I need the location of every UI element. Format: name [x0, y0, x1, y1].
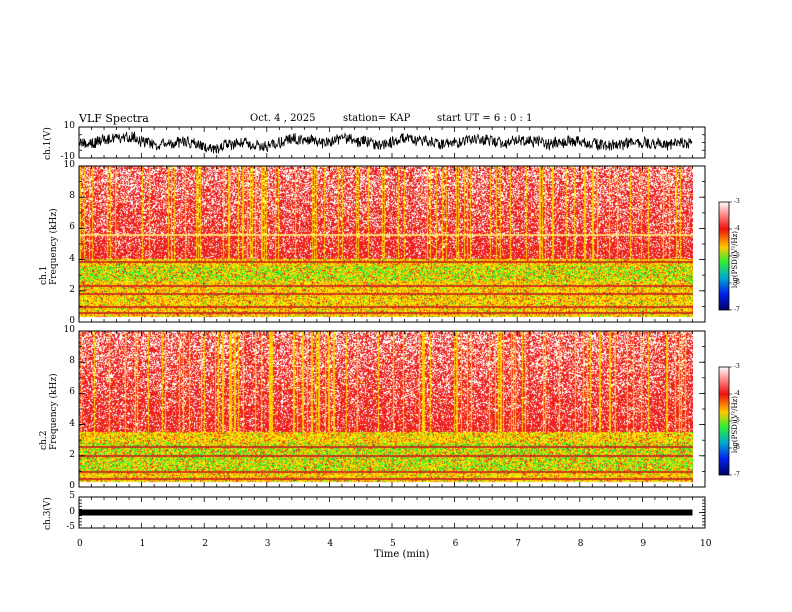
colorbar-tick-label: -4: [734, 225, 740, 232]
colorbar-tick-label: -7: [734, 471, 740, 478]
ch3-ytick-label: -5: [66, 522, 75, 532]
colorbar-tick-label: -6: [734, 444, 740, 451]
s1-frame: [78, 165, 706, 323]
x-axis-title: Time (min): [374, 549, 430, 560]
x-tick-label-10: 10: [700, 539, 712, 549]
ch2-spec-ylabel: ch.2 Frequency (kHz): [39, 373, 59, 450]
colorbar-tick-label: -5: [734, 252, 740, 259]
x-tick-label-6: 6: [452, 539, 459, 549]
x-tick-label-8: 8: [577, 539, 584, 549]
ch1-spec-ylabel-ch: ch.1 Frequency (kHz): [39, 208, 60, 285]
ch1-spectrogram: [79, 166, 693, 321]
recording-date: Oct. 4 , 2025: [250, 113, 316, 124]
ch2-spec-ylabel-ch: ch.2 Frequency (kHz): [39, 373, 60, 450]
s2-ytick-label: 10: [63, 325, 75, 335]
ch3-ytick-label: 5: [69, 491, 75, 501]
ch2-colorbar-frame: [718, 366, 730, 476]
s1-ytick-label: 6: [69, 222, 75, 233]
x-tick-label-1: 1: [139, 539, 146, 549]
x-tick-label-7: 7: [515, 539, 521, 549]
ch1-ytick-label: -10: [60, 152, 76, 162]
s2-ytick-label: 8: [69, 356, 75, 367]
ch1-ylabel: ch.1(V): [43, 127, 53, 160]
ch3-ytick-label: 0: [69, 506, 75, 517]
colorbar-tick-label: -3: [734, 363, 740, 370]
ch2-colorbar: [719, 367, 729, 475]
colorbar-tick-label: -5: [734, 417, 740, 424]
colorbar-tick-label: -4: [734, 390, 740, 397]
s1-ytick-label: 4: [69, 253, 75, 264]
colorbar-tick-label: -6: [734, 279, 740, 286]
ch1-colorbar-frame: [718, 201, 730, 311]
s2-ytick-label: 4: [69, 418, 75, 429]
ch3-waveform-trace: [79, 509, 693, 516]
ch1-spec-ylabel: ch.1 Frequency (kHz): [39, 208, 59, 285]
ch3-ylabel: ch.3(V): [43, 497, 53, 530]
colorbar-tick-label: -3: [734, 198, 740, 205]
s1-ytick-label: 2: [69, 284, 75, 295]
colorbar-tick-label: -7: [734, 306, 740, 313]
x-tick-label-5: 5: [390, 539, 396, 549]
x-tick-label-4: 4: [327, 539, 334, 549]
s1-ytick-label: 0: [69, 316, 75, 326]
station-label: station= KAP: [343, 113, 411, 124]
chart-title: VLF Spectra: [79, 112, 149, 125]
x-tick-label-2: 2: [202, 539, 208, 549]
x-tick-label-0: 0: [77, 539, 83, 549]
ch1-ytick-label: 10: [63, 121, 75, 131]
s2-ytick-label: 0: [69, 481, 75, 491]
s1-ytick-label: 10: [63, 160, 75, 170]
x-tick-label-3: 3: [264, 539, 271, 549]
ch1-waveform-trace: [78, 131, 693, 154]
s2-ytick-label: 6: [69, 387, 75, 398]
ch1-colorbar: [719, 202, 729, 310]
start-ut-label: start UT = 6 : 0 : 1: [437, 113, 533, 124]
s1-ytick-label: 8: [69, 191, 75, 202]
s2-frame: [78, 330, 706, 488]
s2-ytick-label: 2: [69, 449, 75, 460]
ch2-spectrogram: [79, 331, 693, 486]
x-tick-label-9: 9: [640, 539, 647, 549]
